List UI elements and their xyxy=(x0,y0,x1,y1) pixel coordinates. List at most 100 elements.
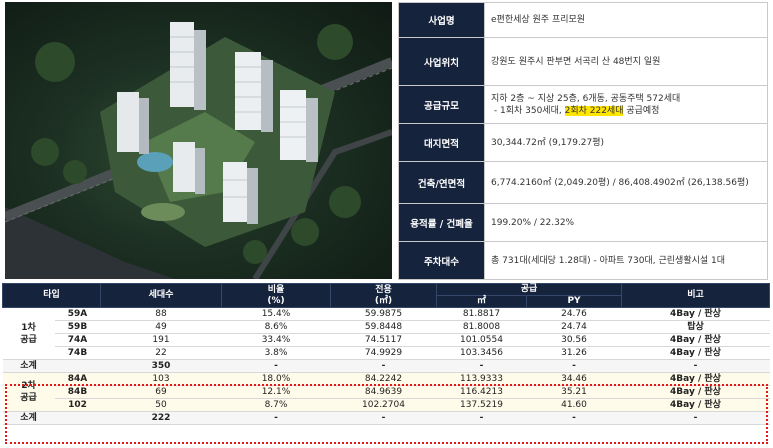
table-row: 1차 공급 59A 88 15.4% 59.9875 81.8817 24.76 … xyxy=(2,307,770,360)
cell-dash: - xyxy=(436,359,527,373)
cell-supply-py: 24.74 xyxy=(526,320,622,334)
info-value: 30,344.72㎡ (9,179.27평) xyxy=(484,123,768,162)
info-row-site-area: 대지면적 30,344.72㎡ (9,179.27평) xyxy=(398,123,768,162)
cell-units: 88 xyxy=(100,307,222,321)
info-row-location: 사업위치 강원도 원주시 판부면 서곡리 산 48번지 일원 xyxy=(398,37,768,86)
cell-supply-m2: 81.8817 xyxy=(436,307,527,321)
table-row: 74B 22 3.8% 74.9929 103.3456 31.26 4Bay … xyxy=(3,346,770,360)
cell-ratio: 8.6% xyxy=(221,320,331,334)
subtotal-row: 소계 350 - - - - - xyxy=(2,359,770,373)
cell-dash: - xyxy=(436,411,527,425)
cell-type: 59B xyxy=(54,320,101,334)
cell-exclusive: 102.2704 xyxy=(330,398,437,412)
info-value: 지하 2층 ~ 지상 25층, 6개동, 공동주택 572세대 - 1회차 35… xyxy=(484,85,768,124)
cell-dash: - xyxy=(526,411,622,425)
info-row-parking: 주차대수 총 731대(세대당 1.28대) - 아파트 730대, 근린생활시… xyxy=(398,241,768,280)
header-row-2: ㎡ PY xyxy=(3,295,770,308)
cell-dash: - xyxy=(221,411,331,425)
header-exclusive: 전용 (㎡) xyxy=(330,283,437,308)
info-label: 사업위치 xyxy=(398,37,485,86)
header-type: 타입 xyxy=(2,283,101,308)
info-label: 공급규모 xyxy=(398,85,485,124)
header-supply-py: PY xyxy=(526,295,622,308)
table-row: 102 50 8.7% 102.2704 137.5219 41.60 4Bay… xyxy=(3,398,770,412)
cell-supply-py: 30.56 xyxy=(526,333,622,347)
cell-supply-m2: 137.5219 xyxy=(436,398,527,412)
cell-supply-m2: 116.4213 xyxy=(436,385,527,399)
cell-ratio: 3.8% xyxy=(221,346,331,360)
table-row: 74A 191 33.4% 74.5117 101.0554 30.56 4Ba… xyxy=(3,333,770,347)
cell-units: 191 xyxy=(100,333,222,347)
cell-supply-py: 41.60 xyxy=(526,398,622,412)
table-row: 59B 49 8.6% 59.8448 81.8008 24.74 탑상 xyxy=(3,320,770,334)
subtotal-units: 222 xyxy=(100,411,222,425)
header-supply-m2: ㎡ xyxy=(436,295,527,308)
cell-dash: - xyxy=(621,359,770,373)
cell-note: 4Bay / 판상 xyxy=(621,333,770,347)
cell-dash: - xyxy=(526,359,622,373)
unit-supply-table: 타입 세대수 비율 (%) 전용 (㎡) 공급 비고 ㎡ PY 1차 공급 59A 8… xyxy=(2,283,770,425)
scale-line-2-pre: - 1회차 350세대, xyxy=(493,105,565,116)
info-row-name: 사업명 e편한세상 원주 프리모원 xyxy=(398,2,768,38)
scale-line-2-post: 공급예정 xyxy=(623,105,660,116)
info-value: e편한세상 원주 프리모원 xyxy=(484,2,768,38)
info-label: 용적률 / 건폐율 xyxy=(398,203,485,242)
subtotal-units: 350 xyxy=(100,359,222,373)
cell-note: 탑상 xyxy=(621,320,770,334)
cell-note: 4Bay / 판상 xyxy=(621,346,770,360)
round1-group-label: 1차 공급 xyxy=(2,307,55,360)
info-label: 대지면적 xyxy=(398,123,485,162)
cell-type: 84A xyxy=(54,372,101,386)
cell-supply-m2: 113.9333 xyxy=(436,372,527,386)
cell-type: 74B xyxy=(54,346,101,360)
cell-dash: - xyxy=(330,359,437,373)
cell-exclusive: 59.9875 xyxy=(330,307,437,321)
cell-type: 74A xyxy=(54,333,101,347)
highlighted-round2-units: 2회차 222세대 xyxy=(564,105,624,116)
cell-ratio: 18.0% xyxy=(221,372,331,386)
header-ratio: 비율 (%) xyxy=(221,283,331,308)
cell-ratio: 12.1% xyxy=(221,385,331,399)
cell-supply-py: 35.21 xyxy=(526,385,622,399)
cell-type: 102 xyxy=(54,398,101,412)
info-label: 사업명 xyxy=(398,2,485,38)
cell-note: 4Bay / 판상 xyxy=(621,372,770,386)
cell-exclusive: 74.5117 xyxy=(330,333,437,347)
cell-ratio: 15.4% xyxy=(221,307,331,321)
cell-ratio: 33.4% xyxy=(221,333,331,347)
header-note: 비고 xyxy=(621,283,770,308)
cell-exclusive: 59.8448 xyxy=(330,320,437,334)
header-row-1: 타입 세대수 비율 (%) 전용 (㎡) 공급 비고 xyxy=(2,283,770,308)
cell-type: 84B xyxy=(54,385,101,399)
complex-rendering-image xyxy=(5,2,392,279)
info-value: 6,774.2160㎡ (2,049.20평) / 86,408.4902㎡ (… xyxy=(484,161,768,204)
cell-dash: - xyxy=(330,411,437,425)
cell-ratio: 8.7% xyxy=(221,398,331,412)
table-row: 84B 69 12.1% 84.9639 116.4213 35.21 4Bay… xyxy=(3,385,770,399)
cell-supply-py: 31.26 xyxy=(526,346,622,360)
subtotal-label: 소계 xyxy=(2,411,55,425)
cell-units: 103 xyxy=(100,372,222,386)
cell-exclusive: 84.9639 xyxy=(330,385,437,399)
info-row-scale: 공급규모 지하 2층 ~ 지상 25층, 6개동, 공동주택 572세대 - 1… xyxy=(398,85,768,124)
cell-dash: - xyxy=(221,359,331,373)
info-label: 건축/연면적 xyxy=(398,161,485,204)
info-label: 주차대수 xyxy=(398,241,485,280)
table-row: 2차 공급 84A 103 18.0% 84.2242 113.9333 34.4… xyxy=(2,372,770,412)
cell-dash: - xyxy=(621,411,770,425)
cell-note: 4Bay / 판상 xyxy=(621,307,770,321)
cell-supply-py: 24.76 xyxy=(526,307,622,321)
cell-exclusive: 84.2242 xyxy=(330,372,437,386)
subtotal-label: 소계 xyxy=(2,359,55,373)
cell-units: 22 xyxy=(100,346,222,360)
info-row-ratio: 용적률 / 건폐율 199.20% / 22.32% xyxy=(398,203,768,242)
cell-note: 4Bay / 판상 xyxy=(621,398,770,412)
cell-units: 69 xyxy=(100,385,222,399)
header-supply: 공급 xyxy=(436,283,622,296)
cell-supply-m2: 103.3456 xyxy=(436,346,527,360)
cell-units: 50 xyxy=(100,398,222,412)
round2-group-label: 2차 공급 xyxy=(2,372,55,412)
cell-note: 4Bay / 판상 xyxy=(621,385,770,399)
info-row-building-area: 건축/연면적 6,774.2160㎡ (2,049.20평) / 86,408.… xyxy=(398,161,768,204)
info-value: 강원도 원주시 판부면 서곡리 산 48번지 일원 xyxy=(484,37,768,86)
